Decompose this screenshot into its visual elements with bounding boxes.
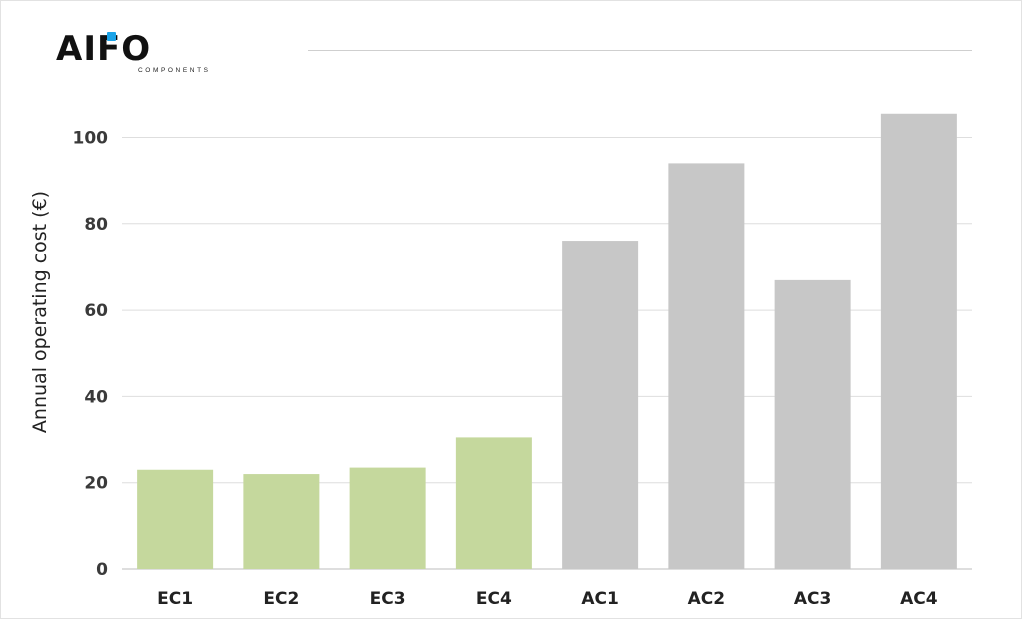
y-tick-label: 40 [84, 387, 108, 407]
x-category-label: EC1 [157, 589, 193, 609]
bar-ac4 [880, 113, 957, 569]
aifo-logo: AIFO COMPONENTS [56, 30, 216, 78]
bar-ec1 [137, 469, 214, 569]
bar-ac3 [774, 279, 851, 569]
x-category-label: AC4 [900, 589, 938, 609]
logo-accent-dot [107, 32, 116, 41]
y-tick-label: 100 [73, 129, 109, 149]
x-category-label: AC2 [688, 589, 725, 609]
x-category-label: EC2 [263, 589, 299, 609]
bars [137, 113, 957, 569]
bar-ac2 [668, 163, 745, 569]
x-category-label: EC4 [476, 589, 512, 609]
header-divider [308, 50, 972, 51]
y-tick-label: 20 [84, 474, 108, 494]
logo-subtext: COMPONENTS [138, 67, 211, 74]
y-tick-label: 0 [96, 560, 108, 580]
x-category-label: EC3 [370, 589, 406, 609]
bar-ac1 [562, 241, 639, 569]
x-category-label: AC3 [794, 589, 831, 609]
bar-ec3 [349, 467, 426, 569]
bar-ec2 [243, 474, 320, 569]
bar-ec4 [455, 437, 532, 569]
y-axis-label: Annual operating cost (€) [29, 191, 51, 433]
y-tick-label: 80 [84, 215, 108, 235]
y-tick-label: 60 [84, 301, 108, 321]
x-category-label: AC1 [581, 589, 618, 609]
y-axis-ticks: 0 20 40 60 80 100 [73, 129, 109, 581]
logo-wordmark: AIFO [56, 29, 152, 69]
x-axis-categories: EC1 EC2 EC3 EC4 AC1 AC2 AC3 AC4 [157, 589, 938, 609]
